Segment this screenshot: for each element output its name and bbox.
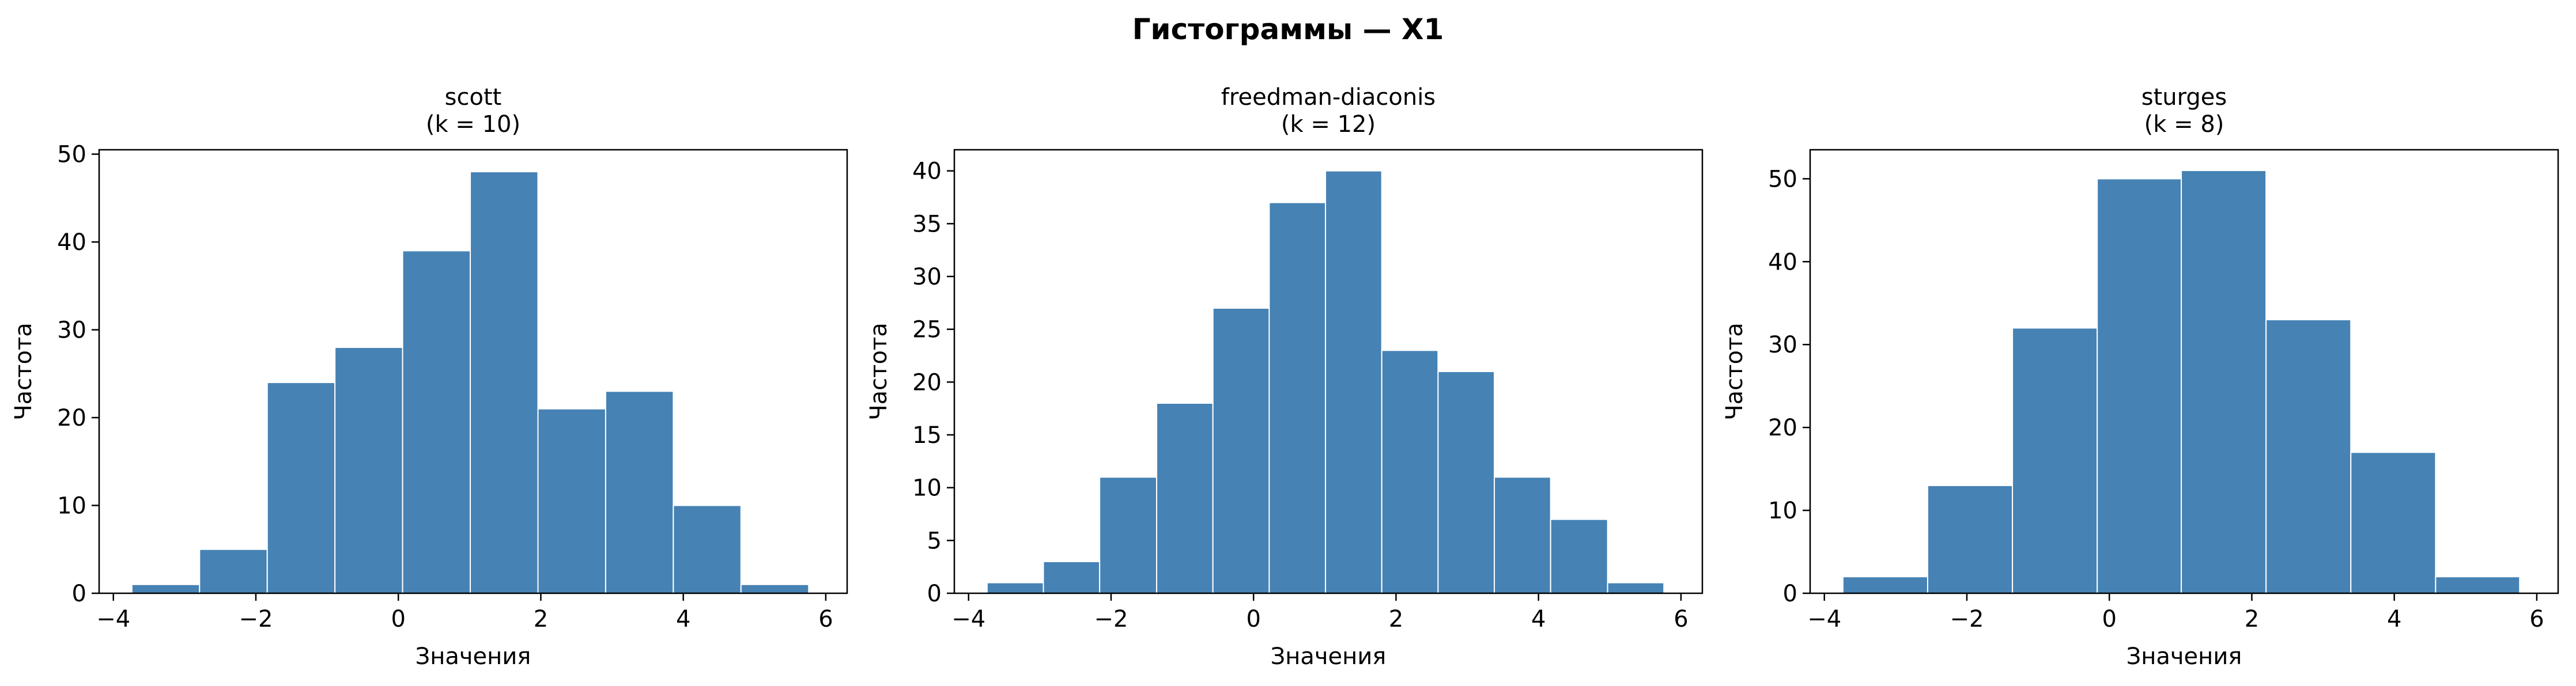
histogram-bar <box>2265 319 2352 594</box>
figure-title: Гистограммы — X1 <box>1132 13 1444 46</box>
x-axis-label: Значения <box>416 643 531 670</box>
histogram-bar <box>1268 202 1327 594</box>
axes-frame <box>1809 149 2559 594</box>
subplot-title: freedman-diaconis <box>1221 84 1436 111</box>
y-tick-label: 40 <box>912 158 942 185</box>
x-tick-label: 2 <box>2245 606 2259 632</box>
x-axis-label: Значения <box>2126 643 2242 670</box>
y-tick-label: 10 <box>57 493 86 520</box>
histogram-panel-scott: −4 −2 0 2 4 6 0 10 20 30 40 50 scott(k = 10) Значения… <box>10 84 848 670</box>
histogram-bar <box>1381 350 1439 594</box>
histogram-bar <box>2435 576 2521 594</box>
x-tick-label: 6 <box>1674 606 1688 632</box>
x-tick-label: 0 <box>391 606 405 632</box>
x-tick-label: −4 <box>1807 606 1841 632</box>
axes-frame <box>98 149 848 594</box>
histogram-bar <box>266 382 336 594</box>
histogram-bar <box>1494 476 1551 594</box>
y-tick-label: 0 <box>1783 581 1797 607</box>
subplot-subtitle: (k = 8) <box>2144 111 2224 138</box>
histogram-bar <box>1607 582 1665 594</box>
y-tick-label: 20 <box>57 405 86 431</box>
histogram-bar <box>986 582 1044 594</box>
y-tick-label: 30 <box>912 264 942 290</box>
y-axis-label: Частота <box>866 323 892 420</box>
histogram-bar <box>1325 170 1383 594</box>
subplot-subtitle: (k = 10) <box>426 111 520 138</box>
histogram-bar <box>740 583 810 594</box>
y-axis-label: Частота <box>1721 323 1748 420</box>
x-tick-label: −4 <box>951 606 985 632</box>
axes-frame <box>953 149 1704 594</box>
x-tick-label: −2 <box>1094 606 1128 632</box>
subplot-subtitle: (k = 12) <box>1281 111 1376 138</box>
histogram-bar <box>1437 371 1495 594</box>
histogram-bar <box>470 171 539 594</box>
histogram-bar <box>1927 484 2014 594</box>
histogram-bar <box>537 408 606 594</box>
y-tick-label: 30 <box>57 317 86 344</box>
x-axis-label: Значения <box>1271 643 1387 670</box>
subplot-title: sturges <box>2141 84 2227 111</box>
histogram-bar <box>1043 561 1101 594</box>
x-tick-label: −2 <box>1950 606 1984 632</box>
histogram-bar <box>2097 178 2182 594</box>
y-tick-label: 20 <box>912 369 942 396</box>
histogram-bar <box>2012 327 2098 594</box>
x-tick-label: −2 <box>239 606 273 632</box>
x-tick-label: 6 <box>2529 606 2544 632</box>
y-tick-label: 50 <box>1768 166 1797 192</box>
y-axis-label: Частота <box>10 323 37 420</box>
x-tick-label: 2 <box>1389 606 1403 632</box>
histogram-bar <box>1842 576 1928 594</box>
histogram-bar <box>334 347 403 594</box>
histogram-bar <box>199 548 268 594</box>
histogram-bar <box>1212 308 1270 594</box>
y-tick-label: 50 <box>57 142 86 168</box>
y-tick-label: 5 <box>927 528 942 554</box>
histogram-bar <box>605 391 674 594</box>
x-tick-label: 4 <box>2387 606 2401 632</box>
y-tick-label: 40 <box>57 229 86 256</box>
histogram-bar <box>1156 403 1214 594</box>
y-tick-label: 35 <box>912 211 942 237</box>
y-tick-label: 40 <box>1768 249 1797 275</box>
subplot-title: scott <box>445 84 502 111</box>
histogram-bar <box>2350 452 2437 594</box>
x-tick-label: −4 <box>96 606 130 632</box>
y-tick-label: 0 <box>72 581 86 607</box>
histogram-panel-freedman-diaconis: −4 −2 0 2 4 6 0 5 10 15 20 25 30 35 40 freedman-diaconi… <box>866 84 1704 670</box>
histogram-panel-sturges: −4 −2 0 2 4 6 0 10 20 30 40 50 sturges(k = 8) Значени… <box>1721 84 2559 670</box>
y-tick-label: 0 <box>927 581 942 607</box>
x-tick-label: 4 <box>1531 606 1546 632</box>
y-tick-label: 10 <box>912 475 942 502</box>
x-tick-label: 0 <box>2102 606 2116 632</box>
histogram-bar <box>2181 169 2267 594</box>
y-tick-label: 20 <box>1768 415 1797 441</box>
x-tick-label: 4 <box>676 606 690 632</box>
histogram-bar <box>1099 476 1158 594</box>
x-tick-label: 0 <box>1246 606 1260 632</box>
histogram-bar <box>131 583 201 594</box>
histogram-bar <box>402 250 471 594</box>
y-tick-label: 30 <box>1768 332 1797 358</box>
y-tick-label: 15 <box>912 422 942 449</box>
x-tick-label: 2 <box>534 606 548 632</box>
y-tick-label: 10 <box>1768 498 1797 524</box>
y-tick-label: 25 <box>912 317 942 343</box>
histogram-bar <box>673 505 742 594</box>
histogram-bar <box>1550 518 1608 594</box>
x-tick-label: 6 <box>818 606 833 632</box>
